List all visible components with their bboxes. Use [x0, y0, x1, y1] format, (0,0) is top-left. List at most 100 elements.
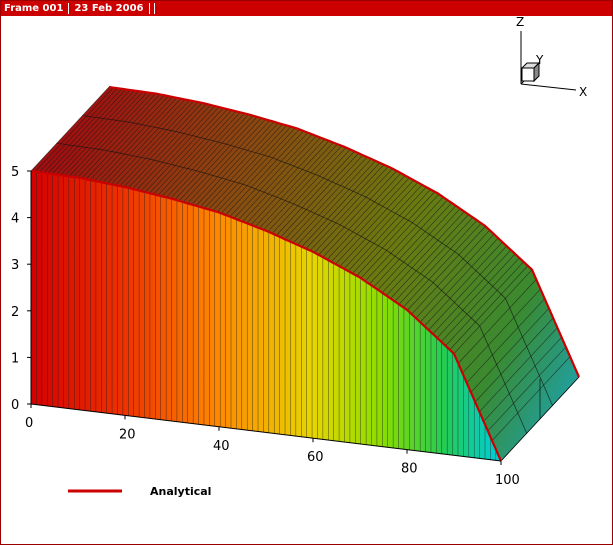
surface-mesh-line	[30, 86, 110, 172]
surface-mesh-line	[335, 179, 414, 265]
surface-mesh-line	[212, 126, 292, 211]
surface-mesh-line	[360, 193, 440, 279]
surface-mesh-line	[115, 100, 194, 186]
surface-mesh-line	[381, 208, 461, 293]
surface-mesh-line	[314, 168, 393, 253]
z-tick-label: 1	[11, 351, 19, 366]
surface-mesh-line	[242, 137, 321, 222]
surface-mesh-line	[73, 92, 152, 178]
z-tick-label: 4	[11, 212, 19, 227]
surface-mesh-line	[343, 184, 423, 269]
surface-mesh-line	[43, 88, 122, 173]
triad-cube-side	[533, 61, 540, 83]
surface-mesh-line	[309, 166, 389, 251]
surface-mesh-line	[419, 237, 499, 323]
surface-mesh-line	[394, 217, 473, 302]
surface-mesh-line	[35, 87, 114, 172]
surface-mesh-line	[246, 139, 325, 224]
surface-mesh-line	[47, 89, 127, 174]
x-tick-label: 20	[119, 427, 136, 442]
surface-mesh-line	[415, 233, 495, 319]
surface-mesh-line	[259, 143, 338, 229]
surface-mesh-line	[106, 99, 186, 184]
triad-z-label: Z	[516, 15, 524, 29]
surface-mesh-line	[233, 134, 313, 219]
legend: Analytical	[68, 485, 211, 498]
surface-mesh-line	[170, 114, 249, 199]
surface-mesh-line	[453, 269, 533, 354]
top-surface-fill	[31, 87, 579, 461]
triad-cube-front	[521, 67, 535, 82]
x-tick-labels: 0 20 40 60 80 100	[25, 404, 520, 488]
surface-mesh-line	[187, 119, 266, 204]
surface-mesh-line	[284, 154, 364, 240]
surface-mesh-line	[64, 91, 144, 176]
surface-mesh-line	[424, 241, 503, 327]
surface-mesh-line	[369, 199, 448, 285]
x-tick-label: 0	[25, 416, 33, 431]
z-tick-labels: 0 1 2 3 4 5	[11, 165, 31, 413]
surface-mesh-line	[119, 101, 199, 187]
surface-mesh-line	[331, 177, 410, 263]
surface-mesh-line	[144, 107, 224, 193]
surface-mesh-line	[377, 205, 457, 291]
z-tick-label: 2	[11, 305, 19, 320]
surface-mesh-line	[390, 214, 469, 299]
surface-mesh-line	[339, 182, 419, 267]
front-face	[30, 171, 501, 461]
surface-mesh-line	[56, 90, 135, 175]
surface-mesh-line	[166, 113, 245, 198]
surface-mesh-line	[322, 173, 402, 258]
surface-mesh-line	[204, 124, 283, 209]
x-tick-label: 60	[307, 450, 324, 465]
surface-mesh-line	[161, 112, 241, 197]
analytical-curves	[30, 85, 581, 462]
surface-mesh-line	[208, 125, 287, 210]
surface-mesh-line	[348, 186, 427, 272]
z-tick-label: 3	[11, 258, 19, 273]
surface-mesh-line	[102, 98, 182, 183]
surface-mesh-line	[458, 279, 537, 364]
surface-mesh-line	[276, 151, 355, 236]
surface-mesh-line	[479, 327, 558, 412]
surface-mesh-line	[123, 102, 203, 188]
triad-y-label: Y	[535, 53, 544, 67]
surface-mesh-line	[280, 153, 359, 238]
surface-mesh-line	[436, 253, 516, 339]
surface-mesh-line	[128, 103, 207, 189]
title-separator	[153, 2, 155, 14]
surface-mesh-line	[39, 87, 118, 173]
surface-mesh-line	[85, 95, 165, 180]
surface-mesh-line	[487, 346, 567, 432]
surface-mesh-line	[428, 245, 507, 331]
surface-mesh-line	[174, 115, 254, 200]
surface-mesh-line	[263, 145, 342, 231]
surface-mesh-line	[462, 288, 541, 374]
surface-mesh-line	[432, 249, 512, 335]
surface-mesh-line	[491, 356, 571, 441]
surface-mesh-line	[250, 140, 330, 226]
surface-mesh-line	[373, 202, 452, 288]
surface-mesh-line	[90, 95, 169, 181]
surface-mesh-line	[267, 147, 347, 232]
analytical-curve-front	[30, 169, 503, 462]
analytical-curve-back	[108, 85, 581, 378]
x-tick-label: 100	[495, 473, 520, 488]
surface-mesh-line	[98, 97, 177, 182]
surface-mesh-line	[111, 100, 190, 185]
frame-date: 23 Feb 2006	[74, 3, 144, 14]
surface-mesh-line	[191, 120, 270, 205]
surface-mesh-line	[178, 116, 258, 202]
surface-mesh-line	[318, 170, 397, 256]
x-tick-label: 80	[401, 462, 418, 477]
triad-x-axis	[520, 83, 577, 91]
surface-mesh-line	[229, 132, 309, 217]
surface-mesh-line	[474, 317, 554, 403]
surface-mesh-line	[153, 110, 232, 195]
surface-mesh-line	[403, 223, 482, 308]
surface-mesh-line	[293, 158, 372, 244]
surface-mesh-line	[470, 308, 550, 393]
surface-mesh-line	[411, 229, 490, 315]
z-tick-label: 5	[11, 165, 19, 180]
